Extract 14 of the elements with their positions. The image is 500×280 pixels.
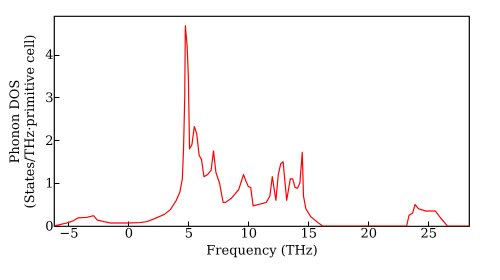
y-tick-label: 3 <box>45 90 54 106</box>
x-tick-label: 10 <box>240 226 258 242</box>
x-tick-label: 25 <box>420 226 437 242</box>
x-tick-label: −5 <box>59 226 78 242</box>
line-series <box>54 25 469 226</box>
x-axis-title: Frequency (THz) <box>206 244 318 258</box>
x-tick-label: 20 <box>360 226 378 242</box>
y-tick-label: 1 <box>45 176 54 192</box>
x-tick-label: 15 <box>300 226 318 242</box>
x-tick-label: 0 <box>124 226 134 242</box>
y-tick-label: 4 <box>45 48 54 64</box>
y-axis-title: Phonon DOS (States/THz·primitive cell) <box>8 34 38 209</box>
y-tick-label: 2 <box>45 134 54 149</box>
x-tick-label: 5 <box>184 226 193 242</box>
